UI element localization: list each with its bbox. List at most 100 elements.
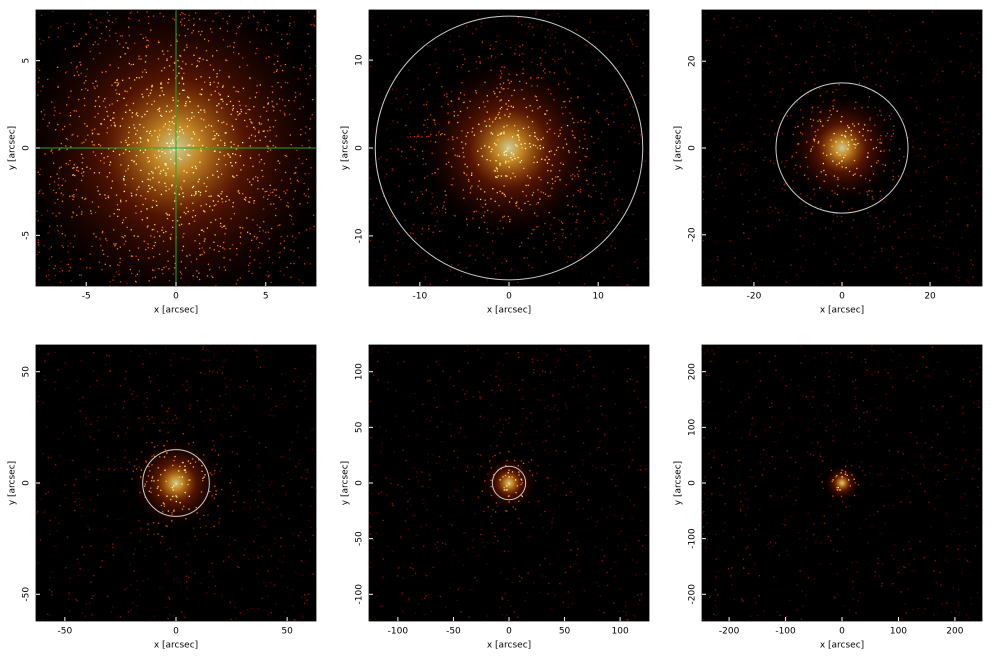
speckle xyxy=(424,276,427,278)
speckle xyxy=(133,465,136,467)
speckle xyxy=(113,229,115,231)
speckle xyxy=(615,485,617,487)
speckle xyxy=(764,133,766,135)
speckle xyxy=(172,142,175,144)
speckle xyxy=(38,190,41,192)
speckle xyxy=(892,558,895,560)
speckle xyxy=(225,200,227,203)
speckle xyxy=(380,102,382,104)
speckle xyxy=(200,411,202,413)
speckle xyxy=(193,220,196,222)
speckle xyxy=(754,528,757,530)
speckle xyxy=(542,137,544,139)
speckle xyxy=(128,150,131,153)
speckle xyxy=(39,483,41,485)
speckle xyxy=(195,78,198,81)
speckle xyxy=(851,356,853,359)
speckle xyxy=(229,259,231,261)
speckle xyxy=(168,598,171,600)
speckle xyxy=(76,45,78,47)
speckle xyxy=(546,162,549,164)
speckle xyxy=(183,17,186,20)
speckle xyxy=(785,281,788,283)
speckle xyxy=(547,169,549,172)
speckle xyxy=(813,193,816,195)
speckle xyxy=(832,100,834,102)
speckle xyxy=(838,84,840,86)
speckle xyxy=(40,498,43,500)
speckle xyxy=(206,533,208,535)
speckle xyxy=(153,422,155,425)
speckle xyxy=(775,207,777,209)
speckle xyxy=(180,21,182,23)
speckle xyxy=(198,190,200,193)
speckle xyxy=(708,117,710,120)
speckle xyxy=(174,414,176,416)
speckle xyxy=(437,168,439,170)
speckle xyxy=(126,90,128,93)
speckle xyxy=(871,349,873,351)
speckle xyxy=(124,378,127,381)
speckle xyxy=(65,162,67,165)
speckle xyxy=(454,154,456,156)
speckle xyxy=(109,281,111,283)
speckle xyxy=(846,568,848,570)
speckle xyxy=(511,94,513,97)
speckle xyxy=(384,255,386,257)
speckle xyxy=(508,201,511,203)
speckle xyxy=(284,105,286,107)
speckle xyxy=(598,59,600,61)
speckle xyxy=(564,138,567,140)
speckle xyxy=(373,374,375,376)
speckle xyxy=(520,483,522,486)
speckle xyxy=(497,540,499,542)
speckle xyxy=(598,250,600,252)
speckle xyxy=(798,63,800,66)
speckle xyxy=(158,181,160,183)
speckle xyxy=(512,506,514,508)
speckle xyxy=(126,587,128,589)
speckle xyxy=(220,193,222,195)
speckle xyxy=(157,109,159,111)
speckle xyxy=(504,150,506,153)
speckle xyxy=(117,82,120,84)
speckle xyxy=(203,252,206,254)
speckle xyxy=(267,274,270,277)
speckle xyxy=(945,456,948,458)
speckle xyxy=(154,167,157,169)
speckle xyxy=(931,165,933,168)
speckle xyxy=(777,212,780,214)
speckle xyxy=(165,230,167,233)
speckle xyxy=(809,198,811,200)
speckle xyxy=(311,356,313,358)
speckle xyxy=(140,58,142,60)
speckle xyxy=(452,495,455,497)
speckle xyxy=(914,570,916,573)
speckle xyxy=(403,203,406,205)
speckle xyxy=(292,241,295,243)
speckle xyxy=(933,614,935,616)
speckle xyxy=(258,131,260,134)
speckle xyxy=(130,63,132,66)
speckle xyxy=(749,93,752,96)
speckle xyxy=(307,33,309,35)
speckle xyxy=(771,28,773,31)
speckle xyxy=(129,87,132,89)
speckle xyxy=(835,89,837,91)
speckle xyxy=(832,91,834,93)
speckle xyxy=(132,63,135,66)
speckle xyxy=(373,163,376,165)
speckle xyxy=(797,143,799,145)
speckle xyxy=(854,482,856,484)
speckle xyxy=(514,508,517,510)
speckle xyxy=(272,110,275,112)
speckle xyxy=(487,57,489,59)
speckle xyxy=(870,139,872,141)
speckle xyxy=(631,124,634,126)
speckle xyxy=(85,603,87,605)
speckle xyxy=(550,93,552,95)
speckle xyxy=(468,180,470,182)
speckle xyxy=(546,131,548,133)
speckle xyxy=(375,532,378,534)
speckle xyxy=(964,493,966,495)
